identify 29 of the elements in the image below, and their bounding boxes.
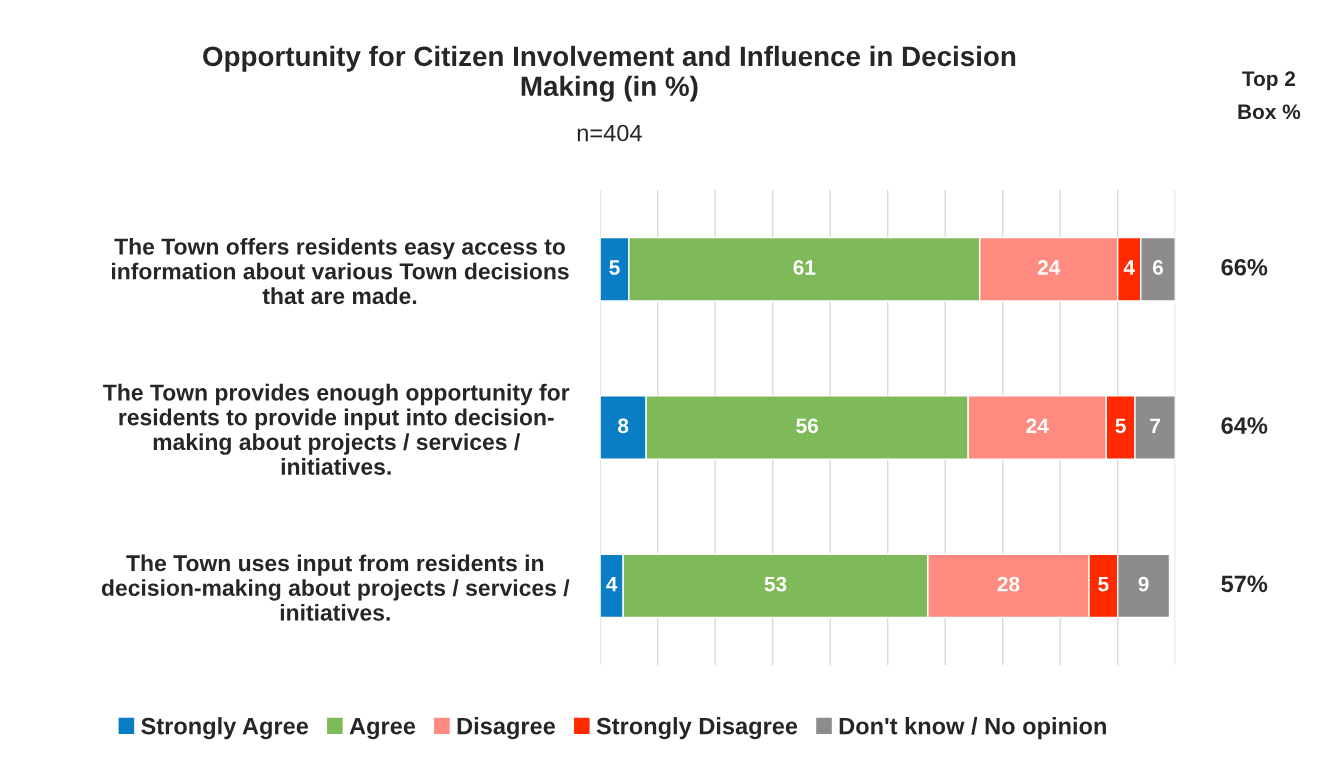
chart-title: Opportunity for Citizen Involvement and Influence in Decision Making (in %)	[203, 45, 1016, 102]
legend-label: Don't know / No opinion	[839, 717, 1106, 740]
text: 57%	[1221, 575, 1268, 593]
data-label: 5	[1098, 576, 1109, 592]
data-label: 24	[1037, 260, 1061, 275]
legend-label: Strongly Agree	[141, 717, 309, 740]
legend-label: Disagree	[457, 717, 556, 740]
text: Top 2 Box %	[1238, 71, 1301, 120]
y-tick-label: The Town uses input from residents in decision-making about projects / services / initiatives.	[101, 554, 570, 621]
data-label: 6	[1152, 260, 1164, 275]
data-label: 7	[1150, 418, 1160, 433]
text: 64%	[1221, 417, 1268, 434]
data-label: 5	[1115, 418, 1126, 434]
legend-label: Strongly Disagree	[596, 717, 798, 740]
data-label: 61	[793, 260, 816, 275]
data-label: 56	[796, 418, 819, 434]
text: 66%	[1221, 258, 1268, 276]
y-tick-label: The Town provides enough opportunity for residents to provide input into decision- making about projects / services / initiatives.	[103, 383, 570, 475]
chart-subtitle: n=404	[577, 124, 642, 142]
data-label: 4	[1123, 260, 1135, 275]
data-label: 5	[609, 260, 620, 275]
data-label: 24	[1026, 418, 1049, 433]
data-label: 9	[1138, 576, 1149, 592]
y-tick-label: The Town offers residents easy access to information about various Town decisions that are made.	[112, 237, 569, 305]
data-label: 4	[606, 576, 618, 592]
data-label: 53	[764, 576, 787, 592]
data-label: 28	[997, 576, 1020, 592]
legend-label: Agree	[349, 717, 416, 740]
data-label: 8	[618, 418, 629, 434]
